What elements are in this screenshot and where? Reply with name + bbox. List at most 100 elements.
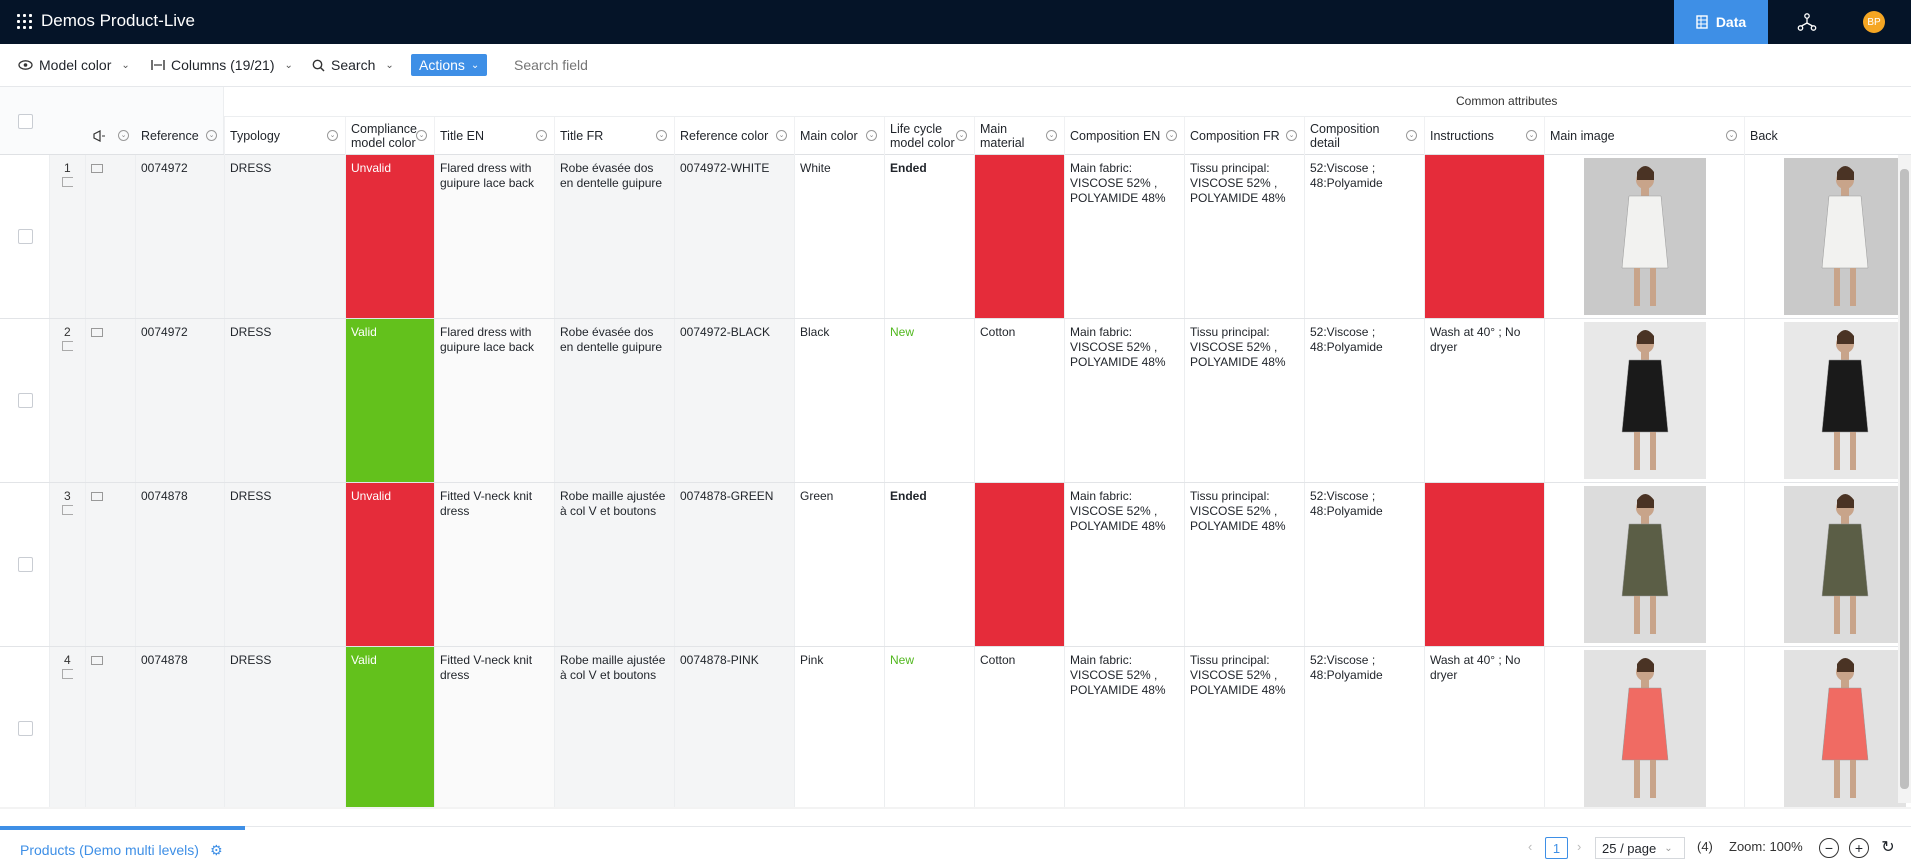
- mail-icon[interactable]: [91, 164, 103, 173]
- cell-main-image[interactable]: [1545, 319, 1745, 482]
- main-image[interactable]: [1584, 486, 1706, 643]
- header-reference-color[interactable]: Reference color ⌄: [675, 117, 795, 155]
- back-image[interactable]: [1784, 650, 1906, 807]
- cell-composition-fr[interactable]: Tissu principal: VISCOSE 52% , POLYAMIDE…: [1185, 647, 1305, 809]
- sort-icon[interactable]: ⌄: [1166, 130, 1177, 141]
- row-checkbox[interactable]: [18, 229, 33, 244]
- app-grid-icon[interactable]: [17, 14, 33, 30]
- actions-button[interactable]: Actions ⌄: [411, 54, 488, 76]
- cell-main-color[interactable]: Pink: [795, 647, 885, 809]
- page-number[interactable]: 1: [1545, 837, 1568, 859]
- data-tab[interactable]: Data: [1674, 0, 1768, 44]
- cell-composition-en[interactable]: Main fabric: VISCOSE 52% , POLYAMIDE 48%: [1065, 155, 1185, 318]
- cell-composition-detail[interactable]: 52:Viscose ; 48:Polyamide: [1305, 483, 1425, 646]
- cell-reference[interactable]: 0074972: [136, 319, 225, 482]
- sort-icon[interactable]: ⌄: [118, 130, 129, 141]
- cell-title-fr[interactable]: Robe évasée dos en dentelle guipure: [555, 155, 675, 318]
- cell-main-image[interactable]: [1545, 647, 1745, 809]
- row-select-cell[interactable]: [0, 155, 50, 318]
- zoom-in-button[interactable]: +: [1849, 838, 1869, 858]
- cell-composition-en[interactable]: Main fabric: VISCOSE 52% , POLYAMIDE 48%: [1065, 483, 1185, 646]
- sort-icon[interactable]: ⌄: [776, 130, 787, 141]
- sort-icon[interactable]: ⌄: [206, 130, 217, 141]
- row-select-cell[interactable]: [0, 319, 50, 482]
- header-title-fr[interactable]: Title FR ⌄: [555, 117, 675, 155]
- table-row[interactable]: 0074972 DRESS Valid Flared dress with guipu…: [0, 319, 1911, 483]
- cell-composition-en[interactable]: Main fabric: VISCOSE 52% , POLYAMIDE 48%: [1065, 647, 1185, 809]
- subtree-icon[interactable]: [62, 669, 73, 679]
- row-number-cell[interactable]: [50, 155, 86, 318]
- cell-typology[interactable]: DRESS: [225, 483, 346, 646]
- flow-icon[interactable]: [1797, 12, 1817, 32]
- cell-typology[interactable]: DRESS: [225, 319, 346, 482]
- prev-page-icon[interactable]: ‹: [1528, 839, 1533, 854]
- header-reference[interactable]: Reference ⌄: [136, 117, 225, 155]
- row-select-cell[interactable]: [0, 647, 50, 809]
- cell-lifecycle[interactable]: New: [885, 319, 975, 482]
- cell-instructions[interactable]: [1425, 155, 1545, 318]
- header-lifecycle[interactable]: Life cycle model color ⌄: [885, 117, 975, 155]
- sort-icon[interactable]: ⌄: [1046, 130, 1057, 141]
- megaphone-icon[interactable]: [93, 130, 106, 142]
- header-title-en[interactable]: Title EN ⌄: [435, 117, 555, 155]
- header-instructions[interactable]: Instructions ⌄: [1425, 117, 1545, 155]
- cell-main-material[interactable]: [975, 483, 1065, 646]
- cell-reference[interactable]: 0074878: [136, 647, 225, 809]
- sort-icon[interactable]: ⌄: [1726, 130, 1737, 141]
- mail-icon[interactable]: [91, 492, 103, 501]
- cell-main-material[interactable]: Cotton: [975, 319, 1065, 482]
- header-main-color[interactable]: Main color ⌄: [795, 117, 885, 155]
- cell-instructions[interactable]: Wash at 40° ; No dryer: [1425, 319, 1545, 482]
- header-composition-en[interactable]: Composition EN ⌄: [1065, 117, 1185, 155]
- sort-icon[interactable]: ⌄: [416, 130, 427, 141]
- cell-lifecycle[interactable]: New: [885, 647, 975, 809]
- cell-title-fr[interactable]: Robe maille ajustée à col V et boutons: [555, 483, 675, 646]
- table-row[interactable]: 0074878 DRESS Unvalid Fitted V-neck knit dr…: [0, 483, 1911, 647]
- cell-main-color[interactable]: Green: [795, 483, 885, 646]
- sort-icon[interactable]: ⌄: [656, 130, 667, 141]
- row-notify-cell[interactable]: [86, 319, 136, 482]
- select-all-checkbox[interactable]: [17, 113, 33, 129]
- cell-title-en[interactable]: Fitted V-neck knit dress: [435, 647, 555, 809]
- refresh-icon[interactable]: ↻: [1881, 839, 1895, 856]
- cell-reference[interactable]: 0074878: [136, 483, 225, 646]
- vertical-scrollbar[interactable]: [1898, 155, 1911, 803]
- avatar[interactable]: BP: [1863, 11, 1885, 33]
- main-image[interactable]: [1584, 650, 1706, 807]
- cell-main-color[interactable]: White: [795, 155, 885, 318]
- row-number-cell[interactable]: [50, 319, 86, 482]
- cell-title-en[interactable]: Fitted V-neck knit dress: [435, 483, 555, 646]
- cell-reference-color[interactable]: 0074878-PINK: [675, 647, 795, 809]
- cell-compliance[interactable]: Unvalid: [346, 155, 435, 318]
- sort-icon[interactable]: ⌄: [1406, 130, 1417, 141]
- row-notify-cell[interactable]: [86, 155, 136, 318]
- cell-composition-detail[interactable]: 52:Viscose ; 48:Polyamide: [1305, 319, 1425, 482]
- cell-reference-color[interactable]: 0074878-GREEN: [675, 483, 795, 646]
- sort-icon[interactable]: ⌄: [536, 130, 547, 141]
- row-checkbox[interactable]: [18, 557, 33, 572]
- columns-selector[interactable]: Columns (19/21) ⌄: [151, 56, 293, 74]
- subtree-icon[interactable]: [62, 177, 73, 187]
- cell-composition-detail[interactable]: 52:Viscose ; 48:Polyamide: [1305, 155, 1425, 318]
- cell-instructions[interactable]: Wash at 40° ; No dryer: [1425, 647, 1545, 809]
- cell-main-material[interactable]: [975, 155, 1065, 318]
- table-row[interactable]: 0074972 DRESS Unvalid Flared dress with gui…: [0, 155, 1911, 319]
- catalog-link[interactable]: Products (Demo multi levels): [20, 842, 199, 858]
- header-back[interactable]: Back: [1745, 117, 1911, 155]
- cell-compliance[interactable]: Valid: [346, 319, 435, 482]
- next-page-icon[interactable]: ›: [1577, 839, 1582, 854]
- row-notify-cell[interactable]: [86, 483, 136, 646]
- subtree-icon[interactable]: [62, 341, 73, 351]
- cell-main-image[interactable]: [1545, 483, 1745, 646]
- header-compliance[interactable]: Compliance model color ⌄: [346, 117, 435, 155]
- header-composition-detail[interactable]: Composition detail ⌄: [1305, 117, 1425, 155]
- main-image[interactable]: [1584, 322, 1706, 479]
- horizontal-scrollbar[interactable]: [0, 807, 1911, 809]
- sort-icon[interactable]: ⌄: [1286, 130, 1297, 141]
- back-image[interactable]: [1784, 322, 1906, 479]
- row-checkbox[interactable]: [18, 721, 33, 736]
- cell-reference[interactable]: 0074972: [136, 155, 225, 318]
- row-checkbox[interactable]: [18, 393, 33, 408]
- cell-instructions[interactable]: [1425, 483, 1545, 646]
- row-number-cell[interactable]: [50, 647, 86, 809]
